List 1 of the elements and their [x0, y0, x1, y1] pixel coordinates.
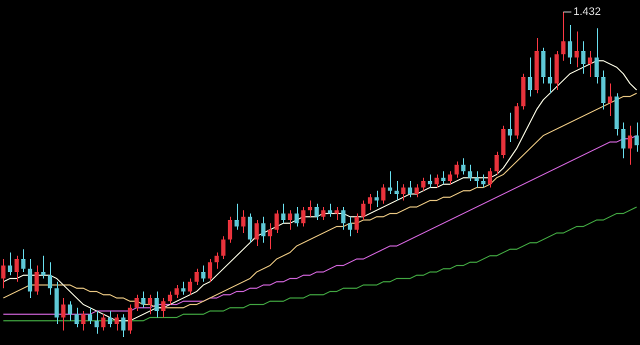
- annotation: 1.432: [573, 6, 601, 18]
